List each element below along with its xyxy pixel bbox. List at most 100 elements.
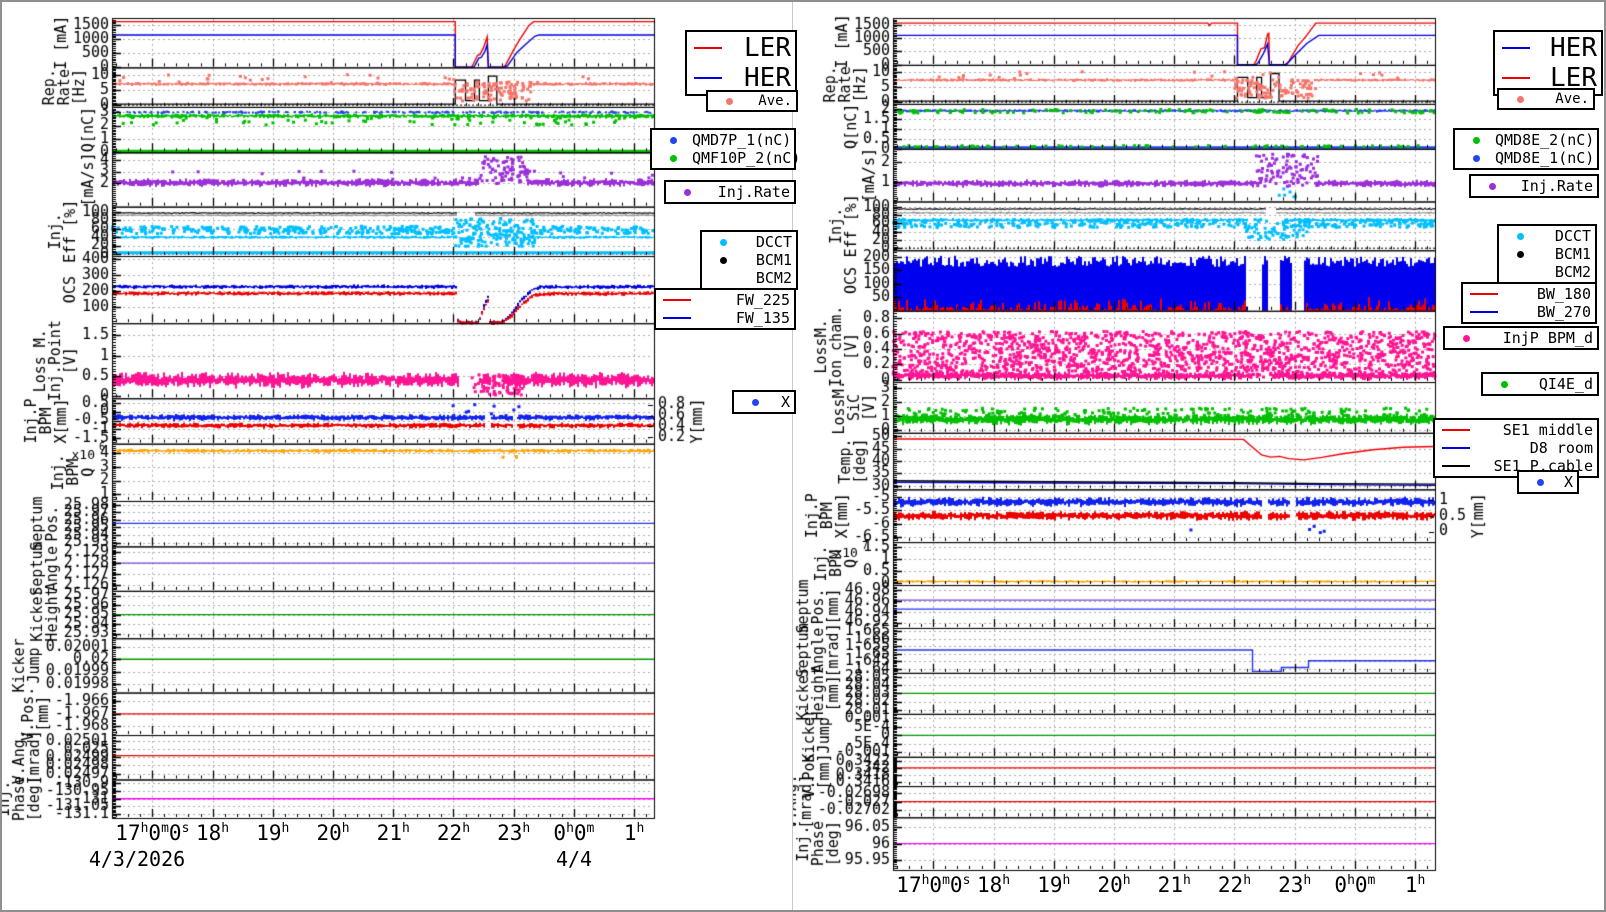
time-axis-label: 0h0m (1334, 873, 1376, 897)
legend-dot-marker-icon (1459, 154, 1493, 162)
legend-label: QMD8E_2(nC) (1495, 131, 1595, 149)
legend-entry: QMD7P_1(nC) (656, 131, 792, 149)
left-ring-panel-group: 17h0m0s 18h 19h 20h 21h 22h 23h 0h0m 1h LER HER Av… (2, 2, 800, 910)
legend-label: Ave. (758, 93, 792, 109)
legend-label: QMF10P_2(nC) (692, 149, 801, 167)
time-axis-label: 21h (1157, 873, 1191, 897)
legend-entry: Inj.Rate (1475, 177, 1593, 195)
legend-label: DCCT (755, 233, 792, 251)
legend-label: BCM2 (755, 269, 792, 287)
legend-entry: SE1 middle (1439, 421, 1593, 439)
time-axis-label: 1h (623, 821, 645, 845)
legend-entry: DCCT (1503, 227, 1591, 245)
legend-label: QMD7P_1(nC) (692, 131, 792, 149)
legend-dot-marker-icon (706, 256, 740, 264)
legend-line-marker-icon (691, 47, 725, 49)
legend-entry: QI4E_d (1487, 375, 1593, 393)
legend-dot-marker-icon (1475, 182, 1509, 190)
legend-x-left: X (732, 390, 796, 414)
legend-dot-marker-icon (1523, 478, 1557, 486)
legend-ave-right: Ave. (1497, 88, 1595, 110)
time-axis-label: 22h (436, 821, 471, 845)
legend-entry: BW_180 (1467, 285, 1591, 303)
legend-label: BW_270 (1536, 303, 1591, 321)
legend-label: SE1 middle (1502, 421, 1593, 439)
legend-entry: Inj.Rate (670, 183, 790, 201)
legend-line-marker-icon (1499, 47, 1533, 49)
legend-label: X (1563, 473, 1573, 491)
legend-entry: DCCT (706, 233, 792, 251)
legend-label: InjP BPM_d (1502, 329, 1593, 347)
legend-bw-right: BW_180 BW_270 (1461, 282, 1597, 324)
legend-line-marker-icon (1439, 429, 1473, 431)
legend-entry: LER (691, 33, 791, 63)
legend-label: FW_135 (735, 309, 790, 327)
time-axis-label: 22h (1217, 873, 1252, 897)
legend-label: BCM1 (755, 251, 792, 269)
right-ring-panel-group: 17h0m0s 18h 19h 20h 21h 22h 23h 0h0m 1h HER LER Av… (792, 2, 1604, 910)
time-axis-label: 0h0m (553, 821, 595, 845)
date-label-start: 4/3/2026 (88, 847, 186, 871)
legend-dot-marker-icon (712, 97, 746, 105)
legend-entry: BW_270 (1467, 303, 1591, 321)
legend-line-marker-icon (1467, 311, 1501, 313)
legend-charge-left: QMD7P_1(nC) QMF10P_2(nC) (650, 128, 800, 170)
legend-eff-right: DCCT BCM1 BCM2 (1497, 224, 1597, 284)
time-axis-label: 17h0m0s (896, 873, 971, 897)
legend-dot-marker-icon (1487, 380, 1521, 388)
time-axis-label: 19h (1037, 873, 1071, 897)
legend-line-marker-icon (1439, 465, 1473, 467)
legend-line-marker-icon (1467, 293, 1501, 295)
legend-label: D8 room (1529, 439, 1593, 457)
legend-injrate-right: Inj.Rate (1469, 174, 1599, 198)
legend-fw-left: FW_225 FW_135 (654, 288, 796, 330)
legend-dot-marker-icon (656, 154, 690, 162)
legend-dot-marker-icon (1459, 136, 1493, 144)
time-axis-label: 18h (196, 821, 230, 845)
legend-entry: BCM2 (706, 269, 792, 287)
legend-label: QI4E_d (1538, 375, 1593, 393)
legend-entry: X (738, 393, 790, 411)
legend-dot-marker-icon (738, 398, 772, 406)
legend-entry: InjP BPM_d (1449, 329, 1593, 347)
legend-dot-marker-icon (1449, 334, 1483, 342)
legend-ave-left: Ave. (706, 90, 798, 112)
time-axis-label: 21h (376, 821, 410, 845)
legend-dot-marker-icon (670, 188, 704, 196)
legend-line-marker-icon (660, 299, 694, 301)
legend-entry: QMF10P_2(nC) (656, 149, 800, 167)
time-axis-label: 20h (316, 821, 350, 845)
legend-eff-left: DCCT BCM1 BCM2 (700, 230, 798, 290)
legend-entry: BCM2 (1503, 263, 1591, 281)
time-axis-label: 17h0m0s (115, 821, 190, 845)
date-label-midnight: 4/4 (555, 847, 593, 871)
legend-entry: Ave. (1503, 91, 1589, 107)
legend-temp-right: SE1 middle D8 room SE1 P.cable (1433, 418, 1599, 478)
legend-charge-right: QMD8E_2(nC) QMD8E_1(nC) (1453, 128, 1599, 170)
legend-label: LER (744, 33, 791, 63)
legend-qi4e-right: QI4E_d (1481, 372, 1599, 396)
time-axis-label: 1h (1404, 873, 1426, 897)
legend-line-marker-icon (1439, 447, 1473, 449)
legend-dot-marker-icon (1503, 232, 1537, 240)
legend-label: BCM2 (1554, 263, 1591, 281)
legend-ring-right: HER LER (1493, 30, 1603, 96)
legend-entry: FW_135 (660, 309, 790, 327)
legend-dot-marker-icon (1503, 95, 1537, 103)
time-axis-label: 23h (497, 821, 531, 845)
legend-label: Inj.Rate (717, 183, 790, 201)
legend-entry: QMD8E_2(nC) (1459, 131, 1595, 149)
legend-line-marker-icon (660, 317, 694, 319)
legend-label: DCCT (1554, 227, 1591, 245)
legend-dot-marker-icon (656, 136, 690, 144)
legend-label: HER (744, 63, 791, 93)
legend-label: Ave. (1555, 91, 1589, 107)
legend-line-marker-icon (691, 77, 725, 79)
legend-entry: BCM1 (1503, 245, 1591, 263)
legend-label: X (780, 393, 790, 411)
legend-injp-right: InjP BPM_d (1443, 326, 1599, 350)
legend-label: QMD8E_1(nC) (1495, 149, 1595, 167)
legend-entry: BCM1 (706, 251, 792, 269)
legend-label: FW_225 (735, 291, 790, 309)
